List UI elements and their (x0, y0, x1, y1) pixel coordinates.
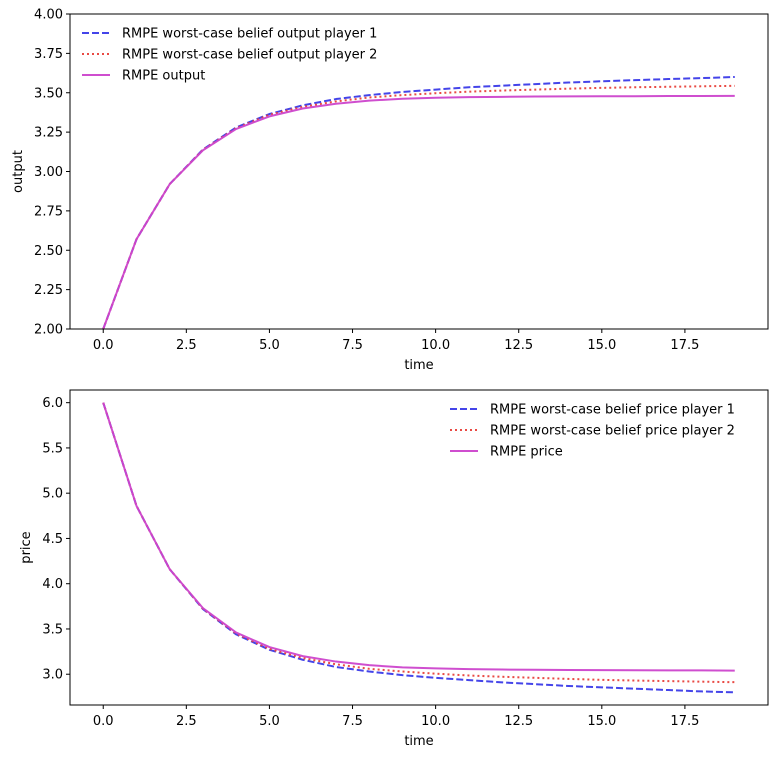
y-tick-label: 4.0 (42, 577, 63, 592)
legend-label-1: RMPE worst-case belief output player 1 (122, 27, 377, 42)
series-line-1 (102, 76, 735, 329)
y-tick-label: 6.0 (42, 396, 63, 411)
x-tick-label: 10.0 (421, 338, 450, 353)
x-tick-label: 0.0 (93, 338, 114, 353)
x-tick-label: 17.5 (670, 714, 699, 729)
chart-1: 0.0 2.5 5.0 7.5 10.0 12.5 15.0 17.5 2.00 2.25 2.50… (11, 8, 769, 373)
axes-frame (69, 389, 769, 706)
y-tick-label: 3.50 (34, 86, 63, 101)
x-tick-label: 15.0 (587, 714, 616, 729)
y-tick-label: 2.25 (34, 283, 63, 298)
x-tick-label: 15.0 (587, 338, 616, 353)
x-tick-label: 12.5 (504, 338, 533, 353)
x-tick-label: 10.0 (421, 714, 450, 729)
x-tick-label: 5.0 (259, 338, 280, 353)
series-line-2 (102, 402, 735, 684)
x-axis-label: time (404, 358, 433, 373)
series-line-3 (102, 402, 735, 672)
legend-label-3: RMPE price (490, 445, 563, 460)
y-tick-label: 5.5 (42, 441, 63, 456)
x-tick-label: 7.5 (342, 714, 363, 729)
y-tick-label: 3.5 (42, 622, 63, 637)
series-line-1 (102, 402, 735, 694)
y-tick-label: 3.75 (34, 47, 63, 62)
y-tick-label: 3.00 (34, 165, 63, 180)
series-line-3 (102, 94, 735, 329)
y-axis-label: output (11, 150, 26, 193)
y-axis-label: price (19, 531, 34, 563)
legend: RMPE worst-case belief output player 1 RM… (82, 27, 377, 84)
x-tick-label: 12.5 (504, 714, 533, 729)
legend: RMPE worst-case belief price player 1 RMP… (450, 403, 735, 460)
chart-2: 0.0 2.5 5.0 7.5 10.0 12.5 15.0 17.5 3.0 3.5 4.0 4.5… (19, 389, 769, 749)
legend-label-2: RMPE worst-case belief price player 2 (490, 424, 735, 439)
legend-label-3: RMPE output (122, 69, 205, 84)
x-tick-label: 2.5 (176, 338, 197, 353)
plot-area (102, 76, 735, 329)
x-tick-label: 17.5 (670, 338, 699, 353)
x-tick-label: 2.5 (176, 714, 197, 729)
y-tick-label: 2.50 (34, 244, 63, 259)
y-tick-label: 3.25 (34, 126, 63, 141)
legend-label-2: RMPE worst-case belief output player 2 (122, 48, 377, 63)
plot-area (102, 402, 735, 694)
y-tick-label: 4.5 (42, 532, 63, 547)
y-tick-label: 2.75 (34, 204, 63, 219)
y-tick-label: 2.00 (34, 323, 63, 338)
legend-label-1: RMPE worst-case belief price player 1 (490, 403, 735, 418)
x-tick-label: 5.0 (259, 714, 280, 729)
y-tick-label: 5.0 (42, 487, 63, 502)
series-line-2 (102, 84, 735, 329)
y-tick-label: 4.00 (34, 8, 63, 23)
x-tick-label: 0.0 (93, 714, 114, 729)
x-tick-label: 7.5 (342, 338, 363, 353)
x-axis-label: time (404, 734, 433, 749)
y-tick-label: 3.0 (42, 668, 63, 683)
